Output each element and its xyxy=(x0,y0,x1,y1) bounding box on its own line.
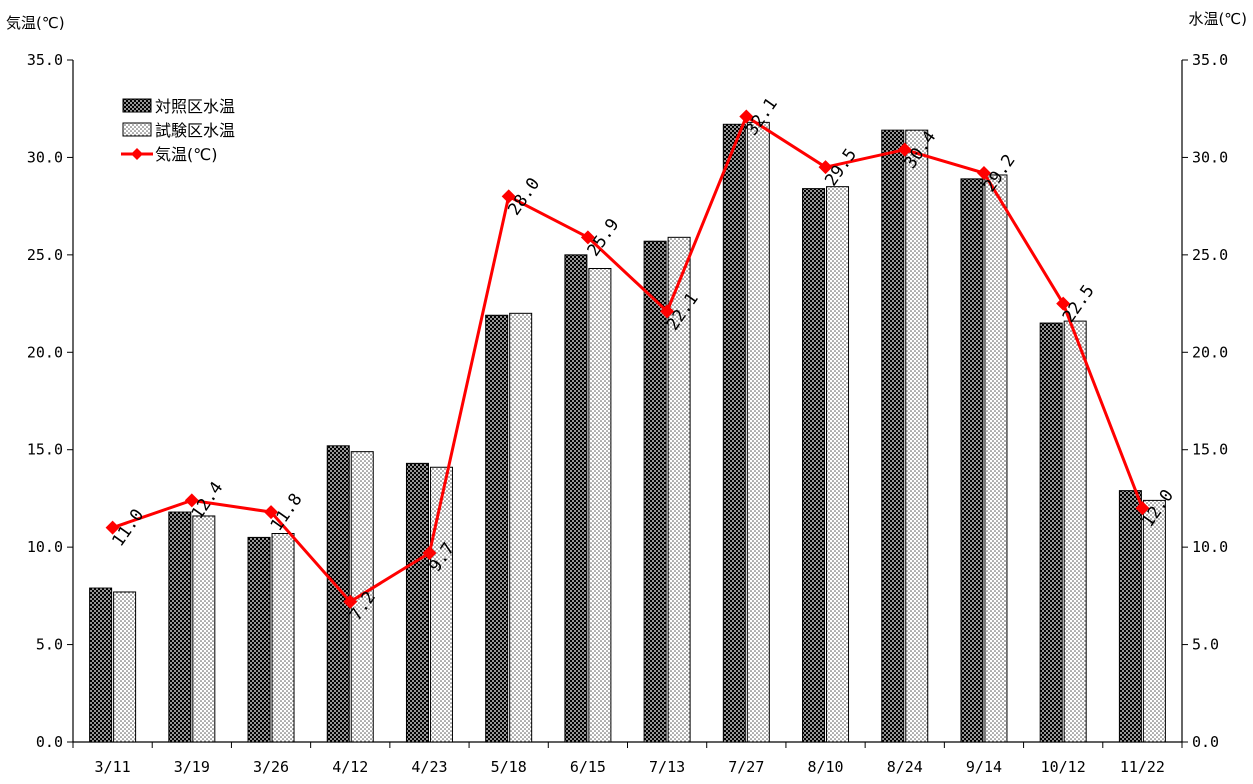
x-tick-label: 3/11 xyxy=(95,758,131,776)
bar-test xyxy=(1142,499,1166,743)
bar-test xyxy=(826,186,850,743)
y-tick-label-right: 25.0 xyxy=(1192,246,1228,264)
legend-label-control: 対照区水温 xyxy=(155,97,235,116)
bar-control xyxy=(802,188,826,743)
y-tick-label-left: 5.0 xyxy=(36,636,63,654)
y-tick-label-left: 30.0 xyxy=(27,148,63,166)
marker-air-temp xyxy=(184,493,199,508)
bar-control xyxy=(405,462,429,743)
y-tick-label-right: 20.0 xyxy=(1192,343,1228,361)
bar-control xyxy=(643,240,667,743)
bar-control xyxy=(881,129,905,743)
y-tick-label-left: 15.0 xyxy=(27,441,63,459)
y-tick-label-right: 0.0 xyxy=(1192,733,1219,751)
y-tick-label-left: 25.0 xyxy=(27,246,63,264)
bar-control xyxy=(564,254,588,743)
bar-test xyxy=(667,236,691,743)
legend-label-test: 試験区水温 xyxy=(155,121,235,140)
bar-control xyxy=(326,445,350,743)
legend-swatch-control xyxy=(122,98,152,113)
y-tick-label-left: 35.0 xyxy=(27,51,63,69)
bar-test xyxy=(746,121,770,743)
y-axis-title-right: 水温(℃) xyxy=(1188,10,1247,28)
bar-test xyxy=(1063,320,1087,743)
x-tick-label: 8/24 xyxy=(887,758,923,776)
marker-air-temp xyxy=(105,520,120,535)
y-tick-label-left: 0.0 xyxy=(36,733,63,751)
x-tick-label: 11/22 xyxy=(1120,758,1165,776)
bar-test xyxy=(509,312,533,743)
marker-air-temp xyxy=(739,109,754,124)
y-tick-label-right: 30.0 xyxy=(1192,148,1228,166)
bar-control xyxy=(1039,322,1063,743)
x-tick-label: 6/15 xyxy=(570,758,606,776)
x-tick-label: 7/27 xyxy=(728,758,764,776)
marker-air-temp xyxy=(660,304,675,319)
x-tick-label: 8/10 xyxy=(807,758,843,776)
marker-air-temp xyxy=(897,142,912,157)
x-tick-label: 10/12 xyxy=(1041,758,1086,776)
y-tick-label-right: 35.0 xyxy=(1192,51,1228,69)
bar-test xyxy=(429,466,453,743)
marker-air-temp xyxy=(818,160,833,175)
marker-air-temp xyxy=(264,505,279,520)
bar-test xyxy=(271,533,295,743)
legend-swatch-test xyxy=(122,122,152,137)
marker-air-temp xyxy=(501,189,516,204)
x-tick-label: 5/18 xyxy=(491,758,527,776)
marker-air-temp xyxy=(580,230,595,245)
x-tick-label: 4/23 xyxy=(411,758,447,776)
marker-air-temp xyxy=(422,545,437,560)
x-tick-label: 9/14 xyxy=(966,758,1002,776)
legend-marker-air xyxy=(131,148,143,160)
legend-label-air: 気温(℃) xyxy=(155,145,217,164)
marker-air-temp xyxy=(976,166,991,181)
bar-test xyxy=(113,591,137,743)
bar-control xyxy=(722,123,746,743)
line-air-temp xyxy=(112,114,1144,604)
x-tick-label: 4/12 xyxy=(332,758,368,776)
bar-control xyxy=(89,587,113,743)
y-tick-label-right: 10.0 xyxy=(1192,538,1228,556)
y-tick-label-left: 10.0 xyxy=(27,538,63,556)
y-tick-label-left: 20.0 xyxy=(27,343,63,361)
bar-test xyxy=(984,174,1008,743)
bar-control xyxy=(247,536,271,743)
y-tick-label-right: 5.0 xyxy=(1192,636,1219,654)
marker-air-temp xyxy=(1056,296,1071,311)
bar-control xyxy=(1118,490,1142,743)
x-tick-label: 3/26 xyxy=(253,758,289,776)
bar-control xyxy=(960,178,984,743)
marker-air-temp xyxy=(343,594,358,609)
x-tick-label: 7/13 xyxy=(649,758,685,776)
y-tick-label-right: 15.0 xyxy=(1192,441,1228,459)
bar-control xyxy=(485,314,509,743)
x-tick-label: 3/19 xyxy=(174,758,210,776)
bar-control xyxy=(168,511,192,743)
bar-test xyxy=(905,129,929,743)
y-axis-title-left: 気温(℃) xyxy=(6,14,65,32)
bar-test xyxy=(588,267,612,743)
bar-test xyxy=(192,515,216,743)
marker-air-temp xyxy=(1135,501,1150,516)
